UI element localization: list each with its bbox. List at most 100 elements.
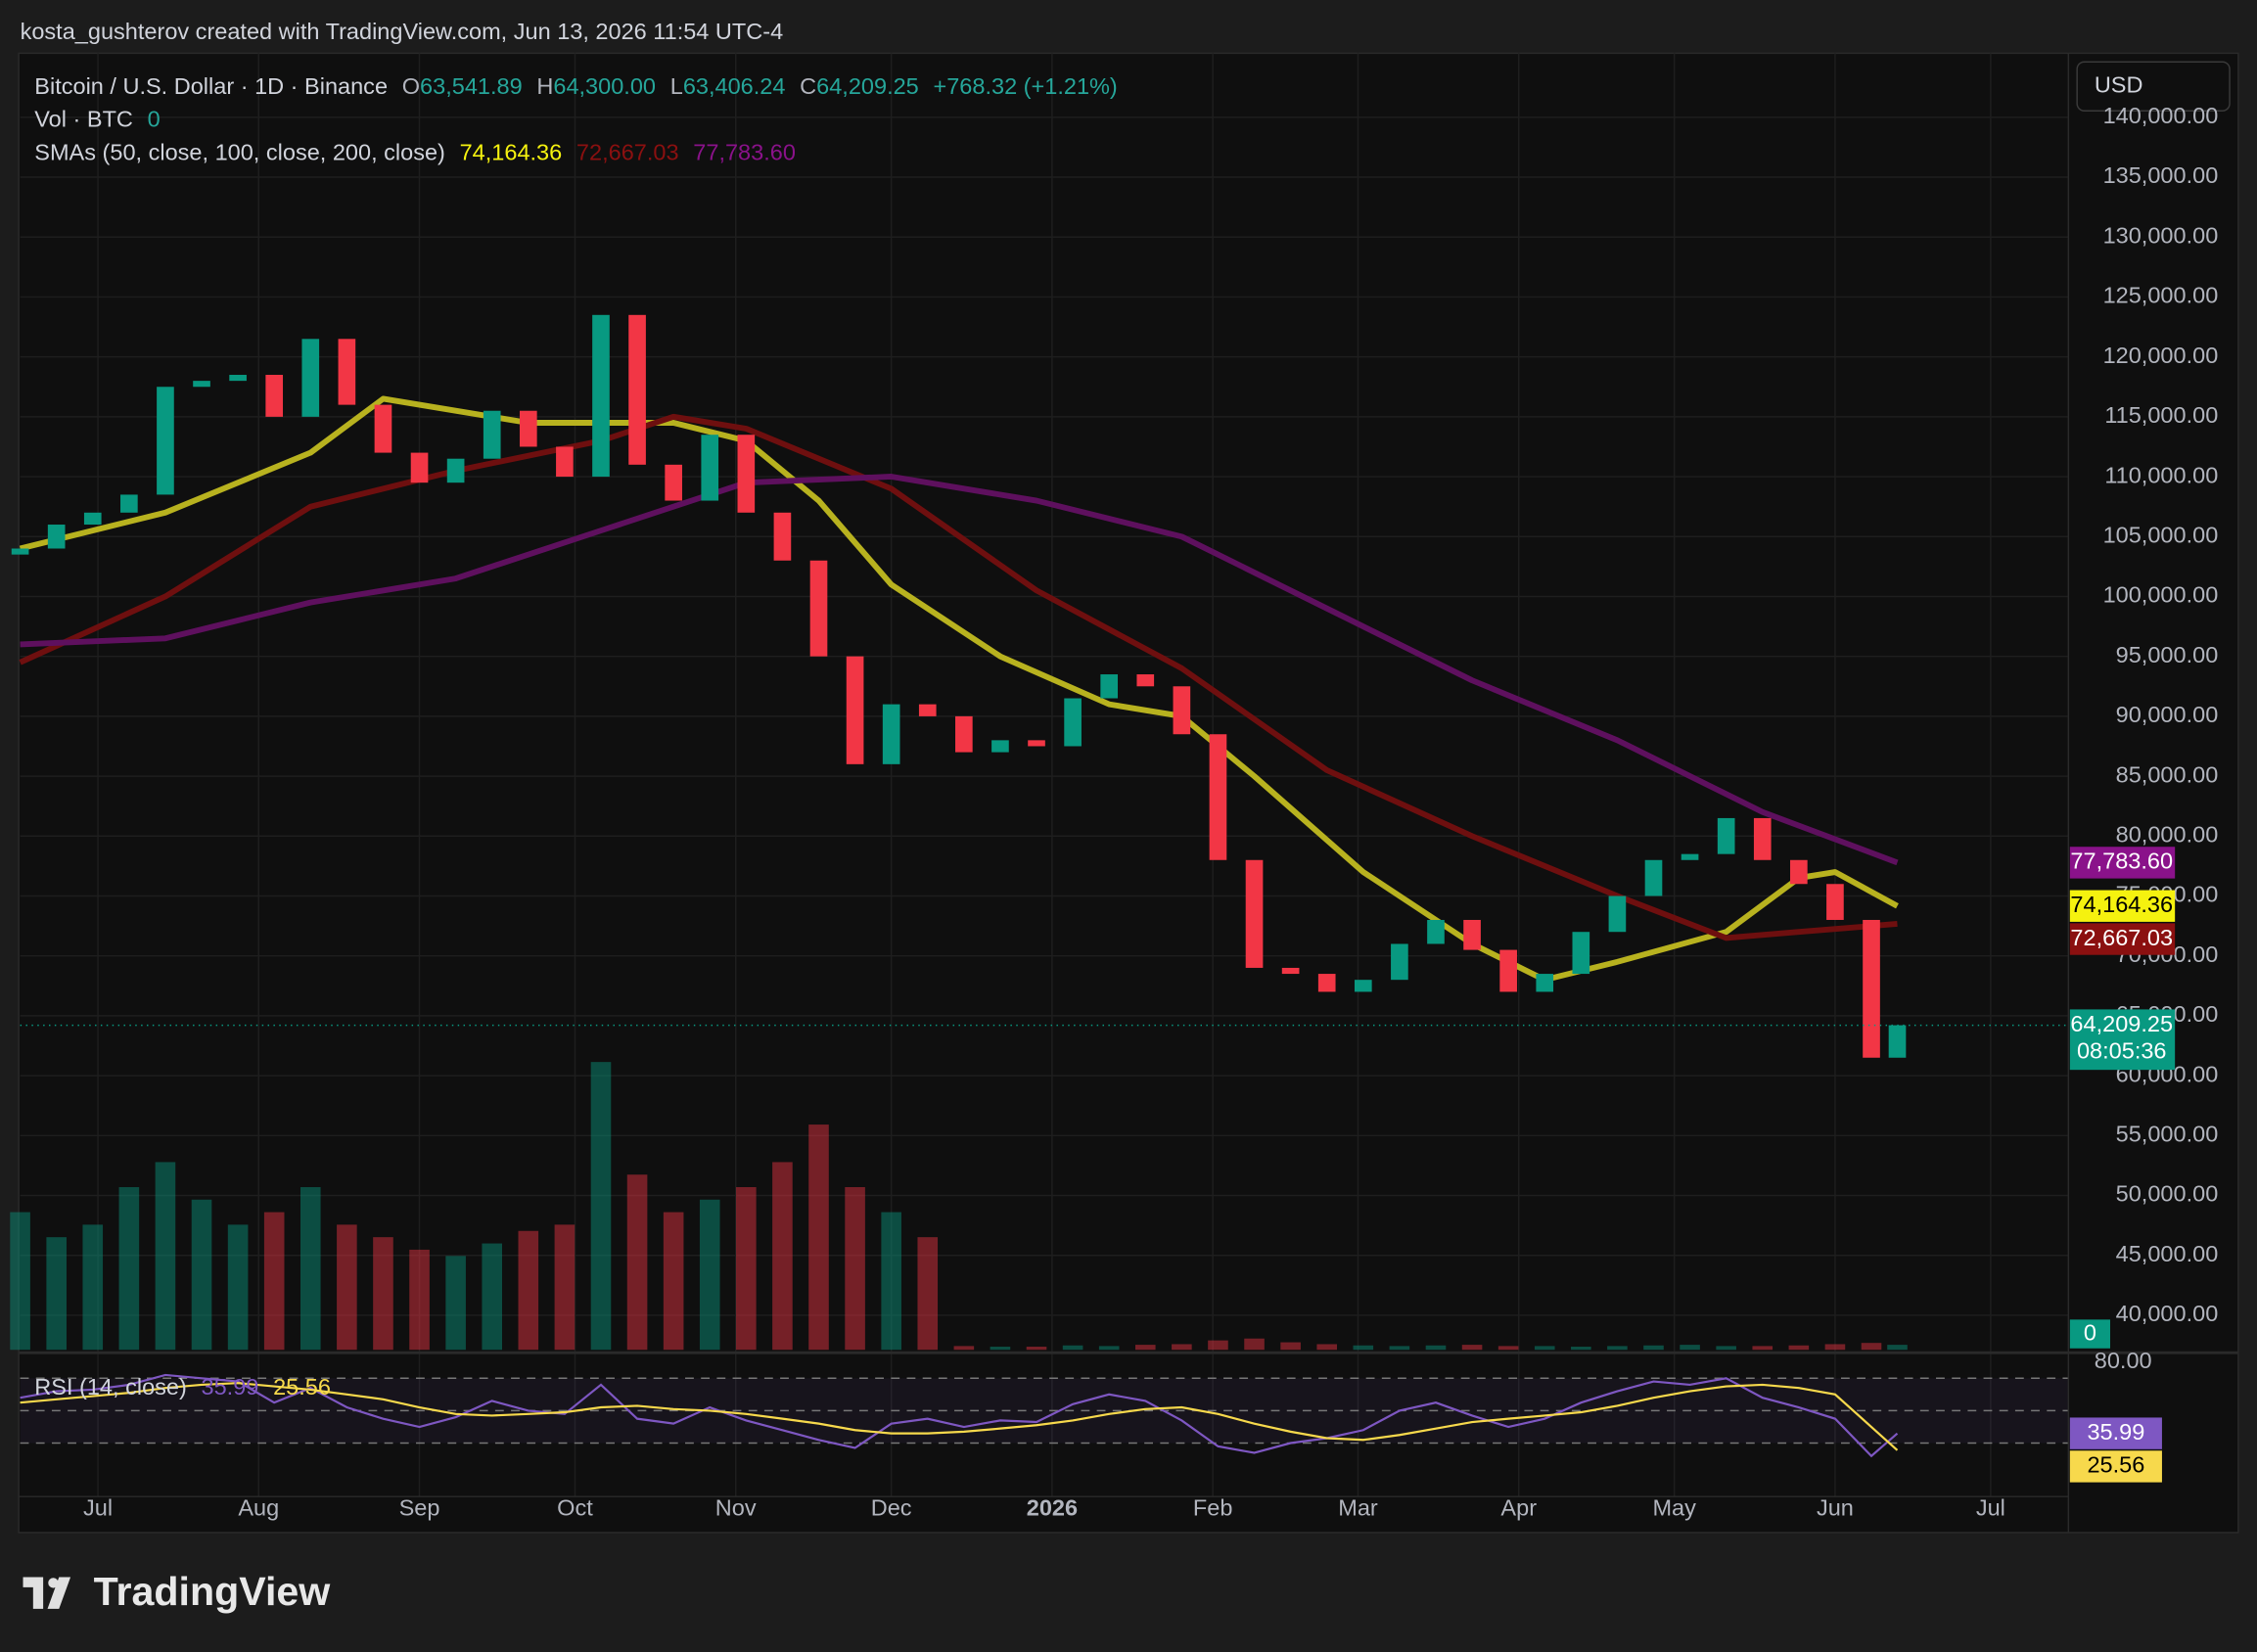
currency-button[interactable]: USD [2076, 61, 2231, 112]
last-price-box [2069, 1009, 2176, 1071]
rsi-value-box [2069, 1417, 2162, 1449]
rsi-value: 35.99 [202, 1374, 259, 1400]
x-tick-label: Oct [557, 1495, 593, 1521]
volume-bar [1244, 1338, 1265, 1351]
volume-bar [1752, 1346, 1773, 1351]
candle [83, 512, 102, 526]
volume-bar [990, 1347, 1011, 1351]
sma-axis-label: 72,667.03 [2070, 925, 2173, 950]
last-price-label: 64,209.25 [2070, 1011, 2173, 1036]
volume-bar [845, 1187, 865, 1351]
sma-axis-label: 77,783.60 [2070, 849, 2173, 874]
sma-value: 74,164.36 [460, 140, 563, 165]
candle [47, 525, 66, 549]
candle [374, 404, 392, 453]
candle [1317, 974, 1336, 992]
ohlc-value: 64,209.25 [816, 73, 919, 99]
ohlc-key: L [670, 73, 683, 99]
rsi-line [20, 1373, 1899, 1458]
candle [882, 704, 900, 764]
ohlc-value: 64,300.00 [553, 73, 656, 99]
volume-bar [1461, 1345, 1483, 1351]
rsi-title: RSI (14, close) [34, 1374, 187, 1400]
symbol-title: Bitcoin / U.S. Dollar · 1D · Binance [34, 73, 388, 99]
y-tick-label: 40,000.00 [2116, 1301, 2219, 1326]
sma-value-box [2069, 923, 2176, 955]
sma-title: SMAs (50, close, 100, close, 200, close) [34, 140, 445, 165]
volume-bar [1172, 1344, 1192, 1351]
rsi-ma-value: 25.56 [273, 1374, 331, 1400]
volume-bar [1534, 1346, 1555, 1351]
volume-bar [518, 1230, 539, 1351]
volume-bar [445, 1256, 466, 1351]
y-tick-label: 100,000.00 [2103, 582, 2219, 608]
candle [11, 548, 29, 555]
logo-dot [48, 1578, 59, 1588]
candle [193, 381, 210, 388]
volume-bar [1280, 1342, 1301, 1351]
y-tick-label: 90,000.00 [2116, 702, 2219, 727]
y-tick-label: 120,000.00 [2103, 343, 2219, 368]
x-tick-label: Sep [399, 1495, 440, 1521]
attribution: kosta_gushterov created with TradingView… [21, 19, 784, 44]
candle [628, 314, 646, 465]
x-tick-label: Apr [1500, 1495, 1537, 1521]
volume-bar [10, 1212, 30, 1351]
candle [1888, 1025, 1907, 1058]
volume-bar [46, 1237, 67, 1351]
volume-bar [1389, 1346, 1410, 1351]
candle [338, 339, 356, 405]
y-tick-label: 105,000.00 [2103, 522, 2219, 547]
y-tick-label: 55,000.00 [2116, 1122, 2219, 1147]
logo-mark [23, 1577, 71, 1609]
rsi-ma-axis-label: 25.56 [2087, 1452, 2144, 1478]
candle [519, 410, 537, 447]
volume-bar [1824, 1344, 1846, 1351]
candle [1391, 943, 1408, 981]
candle [1463, 919, 1481, 950]
volume-bar [118, 1187, 140, 1351]
candle [1354, 980, 1372, 992]
sma-axis-label: 74,164.36 [2070, 892, 2173, 917]
candle [809, 560, 828, 657]
volume-title: Vol · BTC [34, 107, 133, 132]
volume-bar [1788, 1345, 1810, 1351]
candle [1136, 674, 1155, 687]
chart-panel [18, 52, 2239, 1534]
ohlc-value: 63,541.89 [420, 73, 523, 99]
volume-bar [1026, 1347, 1047, 1351]
countdown: 08:05:36 [2077, 1038, 2167, 1064]
volume-bar [554, 1224, 576, 1351]
y-tick-label: 80,000.00 [2116, 822, 2219, 848]
candle [1790, 859, 1808, 885]
candle [1681, 853, 1699, 860]
candle [1608, 895, 1627, 933]
candle [1209, 734, 1227, 860]
y-tick-label: 85,000.00 [2116, 761, 2219, 787]
volume-axis-label: 0 [2084, 1319, 2096, 1345]
y-tick-label: 130,000.00 [2103, 222, 2219, 248]
x-tick-label: May [1652, 1495, 1696, 1521]
y-tick-label: 50,000.00 [2116, 1181, 2219, 1207]
x-tick-label: 2026 [1027, 1495, 1078, 1521]
x-tick-label: Jul [1976, 1495, 2005, 1521]
candle [556, 446, 574, 478]
sma-value: 77,783.60 [693, 140, 796, 165]
y-tick-label: 135,000.00 [2103, 162, 2219, 188]
volume-bar [227, 1224, 249, 1351]
volume-bar [590, 1062, 612, 1351]
x-tick-label: Jul [83, 1495, 113, 1521]
candle [773, 512, 792, 561]
currency-button-box[interactable] [2076, 61, 2231, 112]
candle [991, 740, 1009, 753]
plot [10, 314, 2069, 1458]
currency-label[interactable]: USD [2095, 71, 2143, 97]
sma-value-box [2069, 890, 2176, 922]
volume-bar [626, 1174, 648, 1351]
candle [1028, 740, 1045, 747]
volume-bar [299, 1187, 321, 1351]
volume-bar [191, 1199, 212, 1351]
candle [483, 410, 501, 459]
